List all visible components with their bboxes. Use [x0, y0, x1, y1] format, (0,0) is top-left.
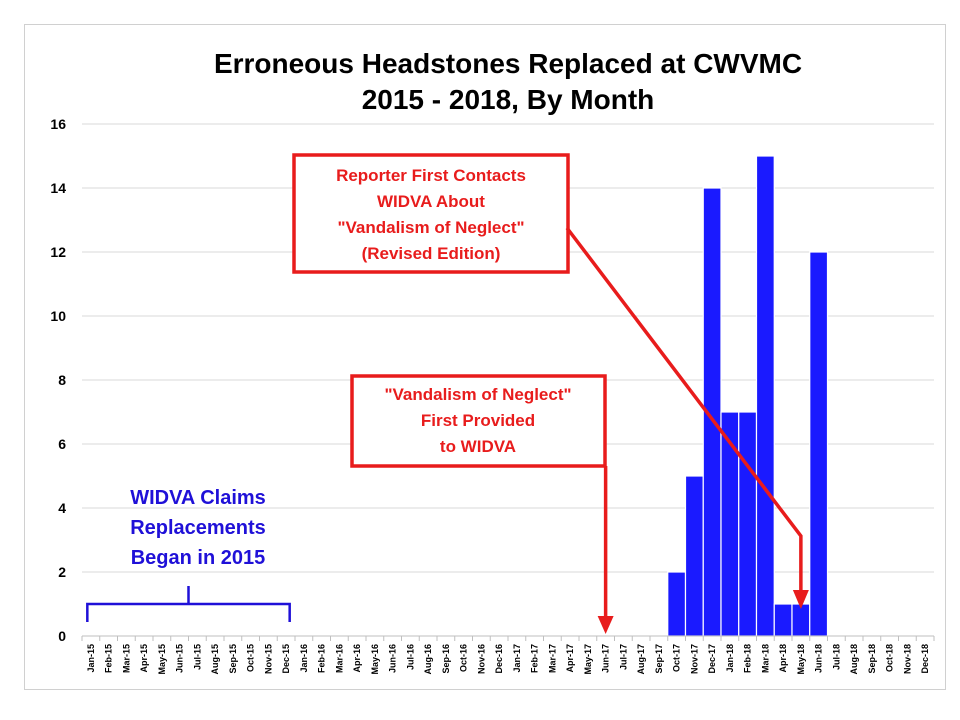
- x-tick-label: Mar-15: [121, 644, 131, 673]
- bars: [667, 155, 829, 637]
- bar: [738, 411, 758, 637]
- x-tick-label: Oct-17: [672, 644, 682, 672]
- chart-frame: [24, 24, 946, 690]
- x-tick-label: Aug-17: [636, 644, 646, 675]
- bar: [684, 475, 704, 637]
- x-tick-label: Jul-15: [192, 644, 202, 670]
- x-tick-label: Jul-17: [618, 644, 628, 670]
- y-tick-label: 10: [50, 308, 66, 324]
- annotation-text: "Vandalism of Neglect": [384, 385, 571, 404]
- y-tick-label: 0: [58, 628, 66, 644]
- x-tick-label: Sep-17: [654, 644, 664, 674]
- x-tick-label: Nov-16: [476, 644, 486, 674]
- annotation-arrow: [565, 226, 803, 592]
- x-tick-label: Jun-17: [601, 644, 611, 673]
- annotation-text: Reporter First Contacts: [336, 166, 526, 185]
- y-tick-label: 16: [50, 116, 66, 132]
- bar: [720, 411, 740, 637]
- x-tick-label: Mar-16: [334, 644, 344, 673]
- x-tick-label: Jan-17: [512, 644, 522, 673]
- x-tick-label: Sep-15: [228, 644, 238, 674]
- x-tick-label: Oct-16: [459, 644, 469, 672]
- claim-bracket: [86, 586, 291, 622]
- annotation-text: WIDVA About: [377, 192, 485, 211]
- x-tick-label: Jun-15: [175, 644, 185, 673]
- annotation-box: [350, 374, 607, 468]
- axes: 0 2 4 6 8 10 12 14 16 Jan-15 Feb-15 Mar-15 Apr-15 May…: [50, 116, 935, 675]
- x-tick-label: Dec-16: [494, 644, 504, 674]
- x-tick-label: Jan-16: [299, 644, 309, 673]
- annotation-text: "Vandalism of Neglect": [337, 218, 524, 237]
- arrowhead: [792, 590, 809, 609]
- x-tick-label: Nov-17: [689, 644, 699, 674]
- x-tick-label: Aug-18: [849, 644, 859, 675]
- x-tick-label: Apr-15: [139, 644, 149, 673]
- claim-text: Began in 2015: [131, 547, 266, 569]
- annotations: Reporter First Contacts WIDVA About "Vanda…: [86, 153, 809, 634]
- x-tick-label: Feb-16: [317, 644, 327, 673]
- x-tick-label: Oct-15: [246, 644, 256, 672]
- x-tick-label: Mar-17: [547, 644, 557, 673]
- y-tick-label: 8: [58, 372, 66, 388]
- bar: [667, 571, 687, 637]
- x-tick-label: Jul-18: [831, 644, 841, 670]
- y-tick-label: 6: [58, 436, 66, 452]
- y-tick-label: 14: [50, 180, 66, 196]
- gridlines: [82, 123, 934, 573]
- x-tick-label: May-18: [796, 644, 806, 675]
- x-tick-label: Nov-15: [263, 644, 273, 674]
- bar: [755, 155, 775, 637]
- x-tick-label: Dec-17: [707, 644, 717, 674]
- x-tick-label: May-17: [583, 644, 593, 675]
- bar: [809, 251, 829, 637]
- x-tick-label: Apr-18: [778, 644, 788, 673]
- claim-text: WIDVA Claims: [130, 487, 266, 509]
- bar: [773, 603, 793, 637]
- x-tick-label: Aug-16: [423, 644, 433, 675]
- chart-title: Erroneous Headstones Replaced at CWVMC: [214, 48, 802, 79]
- claim-text: Replacements: [130, 517, 266, 539]
- x-tick-label: Oct-18: [885, 644, 895, 672]
- x-tick-label: Mar-18: [760, 644, 770, 673]
- x-tick-label: May-15: [157, 644, 167, 675]
- x-tick-label: Feb-17: [530, 644, 540, 673]
- x-tick-label: Apr-16: [352, 644, 362, 673]
- y-tick-label: 2: [58, 564, 66, 580]
- y-tick-label: 12: [50, 244, 66, 260]
- x-tick-label: Dec-15: [281, 644, 291, 674]
- x-tick-label: Feb-15: [104, 644, 114, 673]
- x-tick-label: Sep-18: [867, 644, 877, 674]
- x-tick-label: Apr-17: [565, 644, 575, 673]
- x-tick-label: Aug-15: [210, 644, 220, 675]
- x-tick-label: Jan-18: [725, 644, 735, 673]
- arrowhead: [597, 616, 614, 634]
- annotation-text: to WIDVA: [440, 437, 516, 456]
- x-tick-label: Jun-18: [814, 644, 824, 673]
- x-tick-label: May-16: [370, 644, 380, 675]
- x-tick-label: Jul-16: [405, 644, 415, 670]
- annotation-text: First Provided: [421, 411, 535, 430]
- annotation-box: [292, 153, 570, 274]
- annotation-text: (Revised Edition): [362, 244, 501, 263]
- x-tick-label: Jan-15: [86, 644, 96, 673]
- x-tick-label: Feb-18: [743, 644, 753, 673]
- y-tick-label: 4: [58, 500, 66, 516]
- x-tick-label: Dec-18: [920, 644, 930, 674]
- x-tick-label: Jun-16: [388, 644, 398, 673]
- x-tick-label: Nov-18: [902, 644, 912, 674]
- x-tick-label: Sep-16: [441, 644, 451, 674]
- chart-subtitle: 2015 - 2018, By Month: [362, 84, 655, 115]
